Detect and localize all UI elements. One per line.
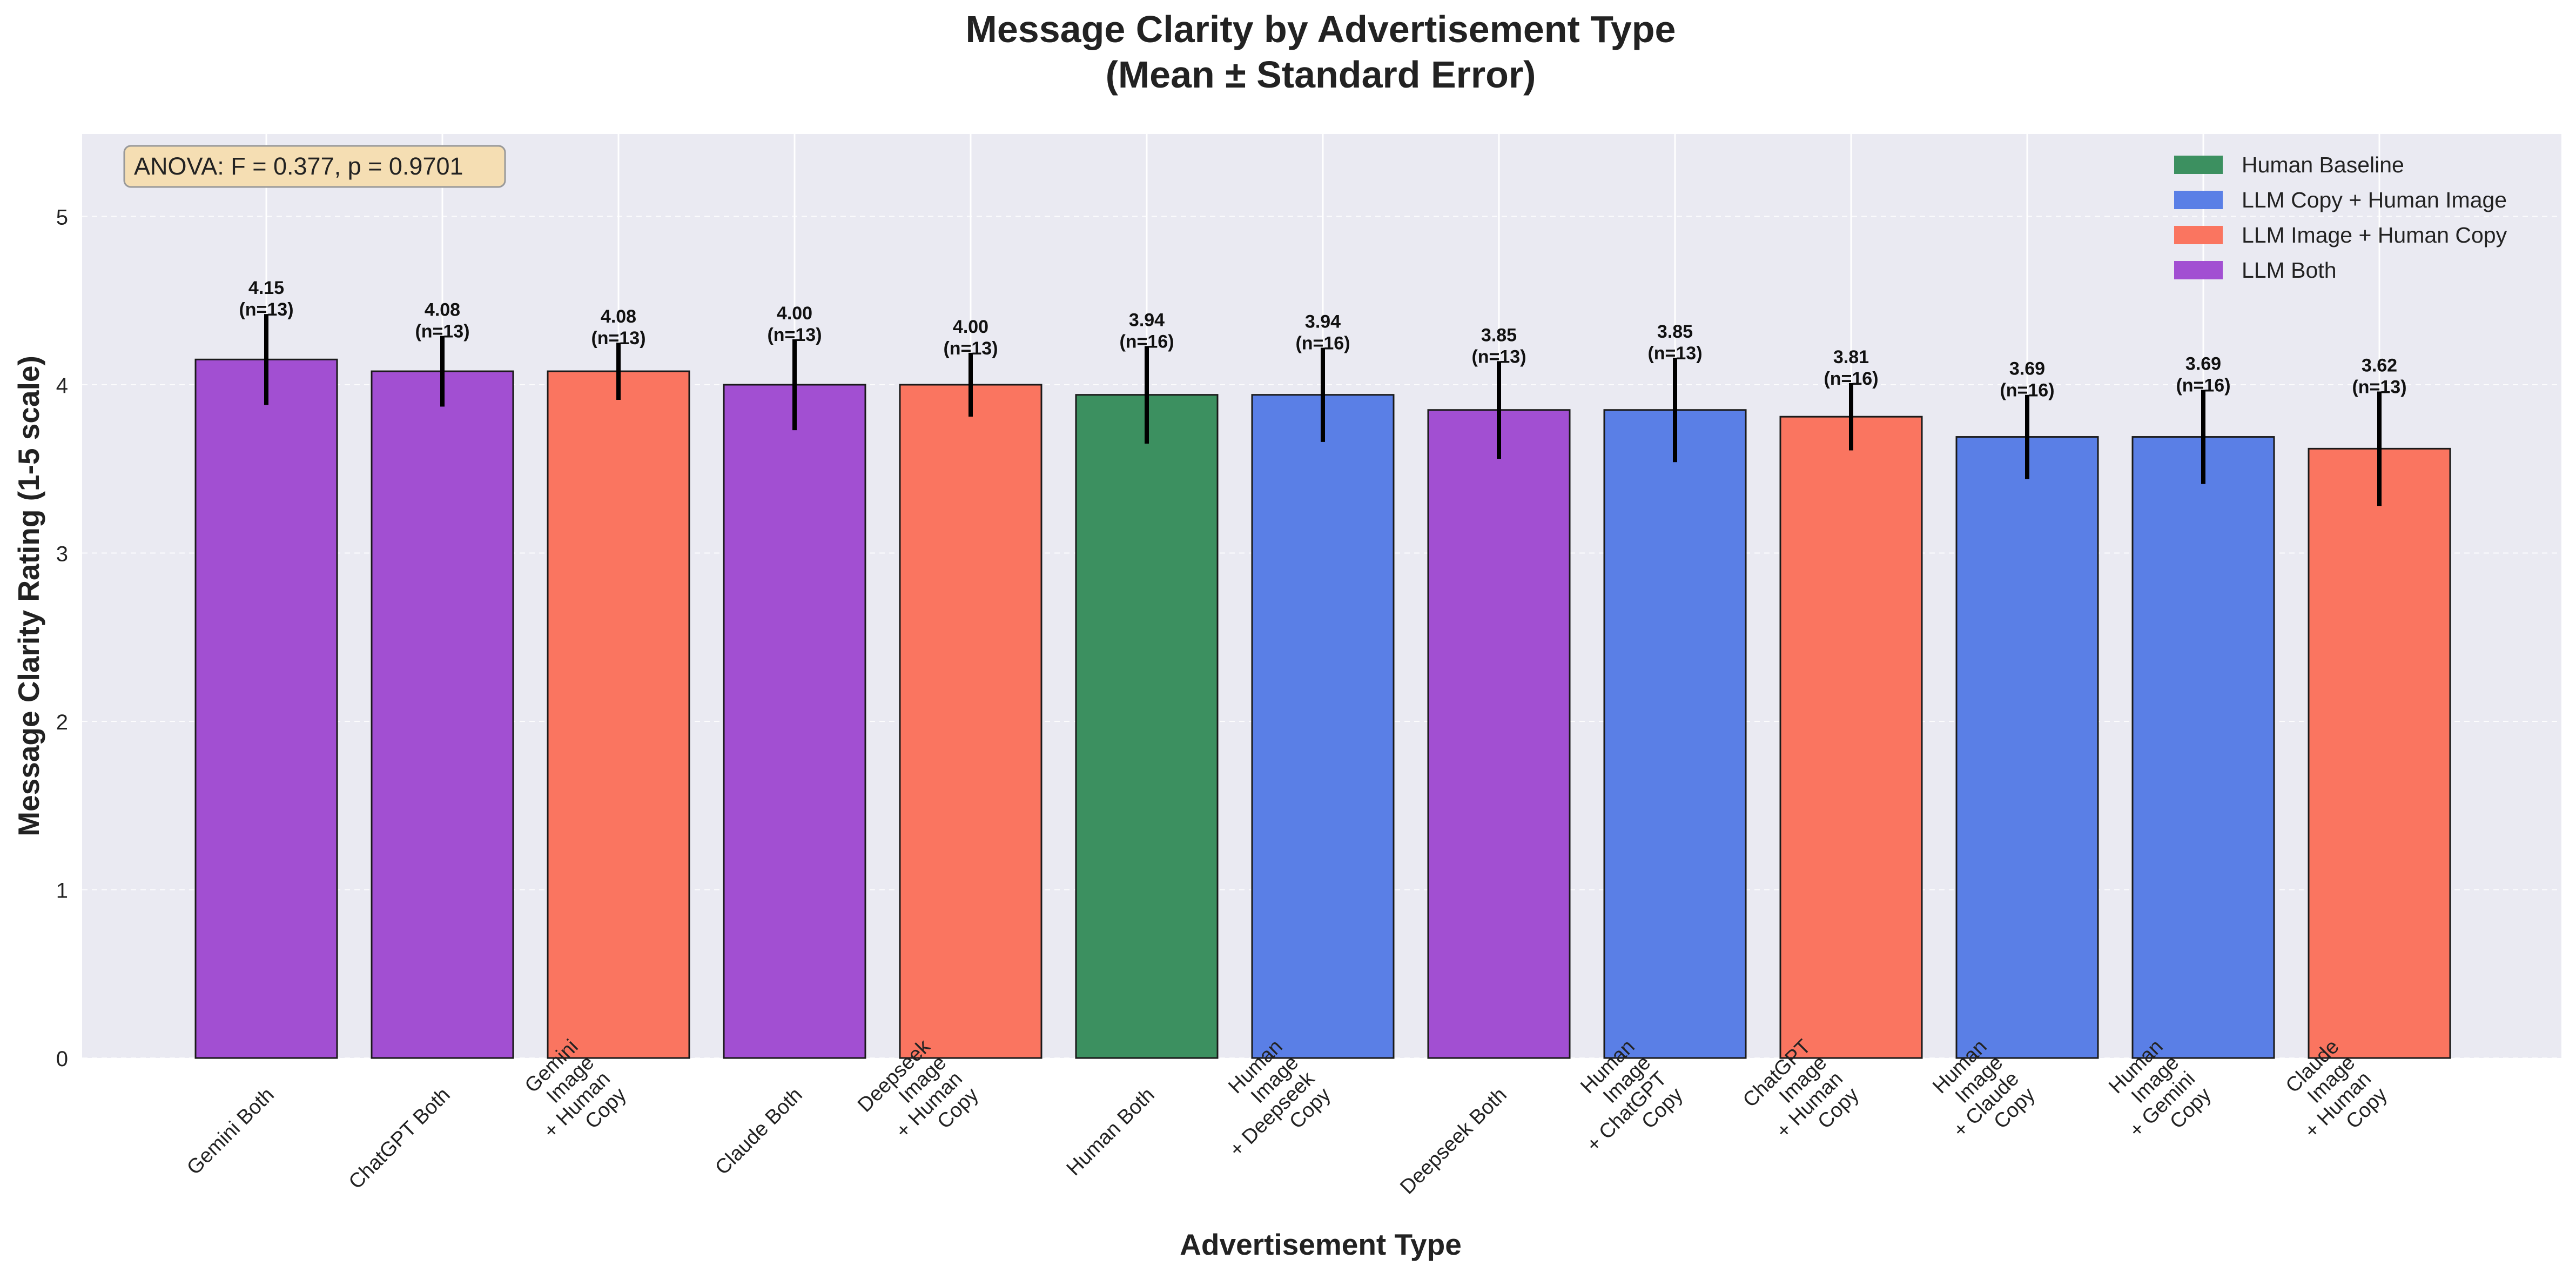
legend-swatch: [2174, 191, 2223, 209]
bar: [1603, 409, 1747, 1059]
bar: [1955, 436, 2099, 1059]
bar-value-label: 3.94: [1129, 310, 1165, 330]
y-tick-label: 4: [56, 374, 68, 398]
y-tick-label: 2: [56, 711, 68, 734]
legend-swatch: [2174, 156, 2223, 174]
bar: [1427, 409, 1571, 1059]
legend-label: LLM Both: [2242, 258, 2337, 283]
bar-value-label: 4.00: [953, 317, 988, 337]
legend-label: LLM Copy + Human Image: [2242, 188, 2507, 212]
bar-n-label: (n=16): [2176, 375, 2230, 396]
bar: [194, 358, 338, 1059]
y-tick-label: 3: [56, 543, 68, 566]
x-tick-label: GeminiImage+ HumanCopy: [507, 1035, 631, 1159]
bar-value-label: 4.08: [601, 306, 636, 327]
bar-n-label: (n=16): [1295, 333, 1350, 353]
chart-title: Message Clarity by Advertisement Type: [966, 8, 1676, 50]
bar-labels: 4.15(n=13) 4.08(n=13)4.08(n=13)4.00(n=13)…: [239, 278, 2406, 401]
bar-value-label: 4.15: [248, 278, 284, 298]
bar-n-label: (n=13): [415, 322, 469, 342]
legend-label: LLM Image + Human Copy: [2242, 223, 2507, 247]
bar: [899, 384, 1042, 1059]
legend-swatch: [2174, 261, 2223, 279]
legend-swatch: [2174, 226, 2223, 244]
legend-label: Human Baseline: [2242, 152, 2404, 177]
anova-box: ANOVA: F = 0.377, p = 0.9701: [123, 145, 506, 188]
bar: [2131, 436, 2275, 1059]
bar-value-label: 4.00: [777, 303, 812, 324]
bar-value-label: 3.85: [1481, 325, 1517, 345]
bar-value-label: 3.62: [2362, 355, 2397, 376]
bar-n-label: (n=16): [1119, 331, 1174, 352]
bar-value-label: 3.94: [1305, 311, 1341, 332]
bar: [371, 370, 514, 1059]
bar-n-label: (n=13): [239, 299, 293, 320]
bar-n-label: (n=13): [591, 328, 645, 349]
bar: [2308, 447, 2451, 1059]
y-axis-label: Message Clarity Rating (1-5 scale): [12, 356, 45, 836]
bar: [1251, 394, 1395, 1059]
bar: [1779, 416, 1923, 1059]
y-tick-label: 5: [56, 206, 68, 230]
bar-n-label: (n=13): [767, 325, 822, 345]
anova-box-background: [123, 145, 506, 188]
bar-value-label: 3.81: [1833, 347, 1869, 367]
bar: [547, 370, 690, 1059]
legend: Human Baseline LLM Copy + Human Image LLM …: [2174, 152, 2507, 283]
anova-annotation: ANOVA: F = 0.377, p = 0.9701: [134, 152, 463, 180]
bar-n-label: (n=13): [2352, 377, 2406, 397]
bar-value-label: 3.69: [2009, 359, 2045, 379]
bar-value-label: 4.08: [425, 300, 460, 320]
y-tick-label: 0: [56, 1047, 68, 1071]
bar-n-label: (n=16): [1824, 369, 1878, 389]
bar-value-label: 3.85: [1657, 322, 1693, 342]
bar-n-label: (n=13): [1647, 343, 1702, 364]
x-axis-label: Advertisement Type: [1180, 1228, 1462, 1261]
bars: [194, 358, 2451, 1059]
bar-n-label: (n=16): [2000, 380, 2054, 401]
bar-n-label: (n=13): [1471, 346, 1526, 367]
chart-subtitle: (Mean ± Standard Error): [1106, 53, 1536, 96]
bar-n-label: (n=13): [943, 338, 998, 359]
y-axis: 0 1 2 3 4 5: [56, 206, 68, 1072]
bar: [1075, 394, 1219, 1059]
bar: [723, 384, 866, 1059]
error-bars: [264, 314, 2382, 506]
bar-value-label: 3.69: [2185, 353, 2221, 374]
y-tick-label: 1: [56, 879, 68, 903]
